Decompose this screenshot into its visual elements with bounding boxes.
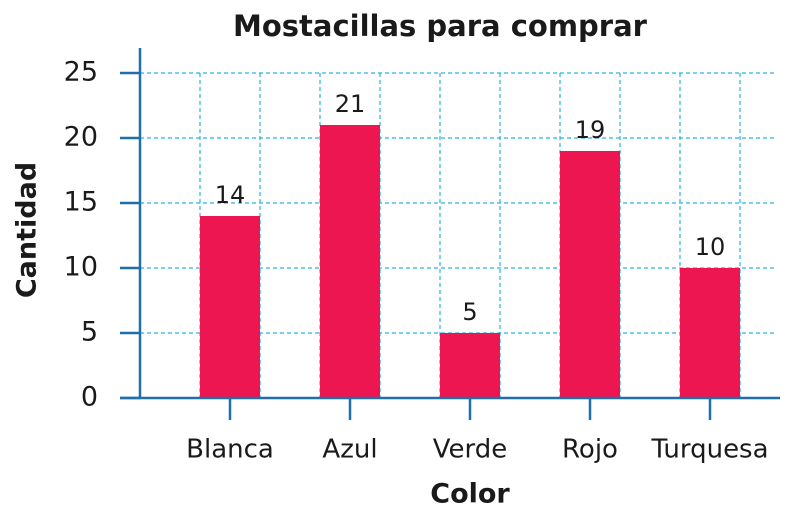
x-tick-label: Verde (433, 435, 508, 465)
y-tick-label: 15 (64, 187, 98, 218)
value-label: 10 (695, 233, 726, 261)
value-label: 19 (575, 116, 606, 144)
bar (440, 333, 500, 398)
bar (200, 216, 260, 398)
chart-title: Mostacillas para comprar (233, 9, 648, 43)
value-label: 14 (215, 181, 246, 209)
y-tick-label: 10 (64, 252, 98, 283)
x-tick-label: Rojo (562, 435, 618, 465)
value-label: 21 (335, 90, 366, 118)
y-tick-label: 0 (81, 382, 98, 413)
y-tick-label: 20 (64, 122, 98, 153)
x-axis-label: Color (430, 479, 510, 510)
x-tick-label: Blanca (186, 435, 274, 465)
bar (560, 151, 620, 398)
y-axis-label: Cantidad (12, 162, 43, 298)
bar (320, 125, 380, 398)
x-tick-label: Turquesa (650, 435, 768, 465)
value-label: 5 (462, 298, 477, 326)
y-tick-label: 25 (64, 57, 98, 88)
x-tick-label: Azul (322, 435, 377, 465)
bar (680, 268, 740, 398)
y-tick-label: 5 (81, 317, 98, 348)
